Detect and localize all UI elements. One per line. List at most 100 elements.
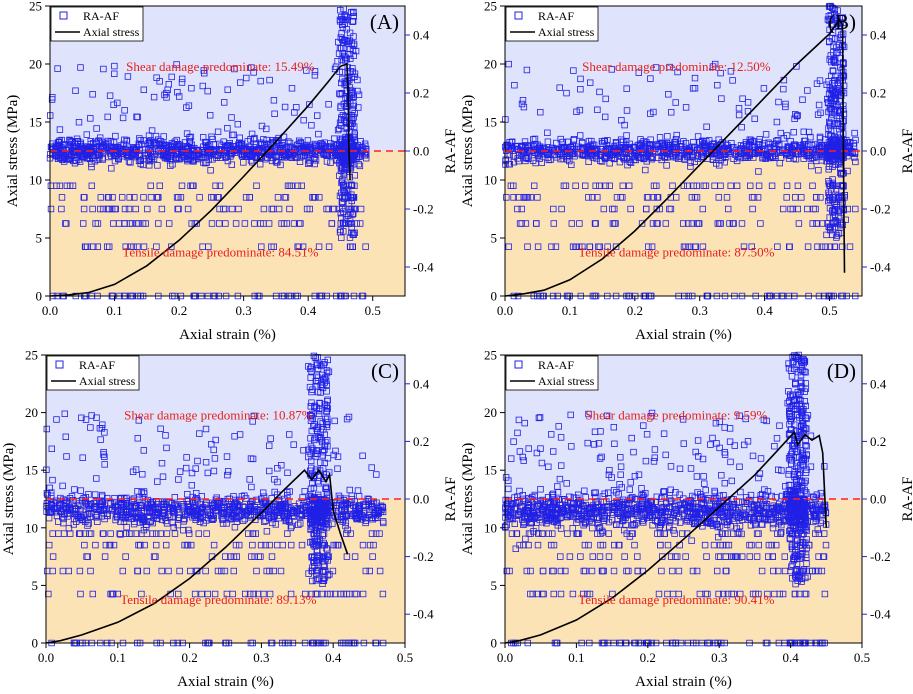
data-point: [256, 160, 264, 168]
data-point: [99, 530, 107, 537]
data-point: [319, 530, 326, 537]
x-tick-label: 0.1: [110, 650, 126, 665]
data-point: [347, 162, 355, 170]
data-point: [846, 243, 854, 250]
data-point: [104, 494, 111, 502]
data-point: [235, 205, 242, 213]
data-point: [585, 158, 592, 165]
data-point: [95, 137, 102, 144]
data-point: [251, 220, 258, 227]
data-point: [235, 141, 242, 148]
data-point: [247, 514, 254, 521]
data-point: [146, 155, 153, 162]
data-point: [316, 400, 324, 407]
data-point: [750, 194, 758, 201]
data-point: [346, 84, 354, 91]
data-point: [324, 514, 331, 521]
data-point: [643, 431, 651, 438]
data-point: [306, 150, 314, 158]
data-point: [801, 141, 808, 148]
data-point: [694, 437, 702, 444]
data-point: [193, 220, 200, 227]
data-point: [82, 416, 90, 423]
data-point: [86, 502, 93, 509]
data-point: [150, 514, 157, 521]
data-point: [156, 182, 163, 189]
data-point: [67, 138, 75, 146]
data-point: [202, 138, 209, 146]
data-point: [699, 205, 706, 213]
data-point: [715, 194, 722, 201]
data-point: [140, 526, 148, 534]
data-point: [111, 62, 118, 70]
data-point: [328, 220, 336, 227]
data-point: [161, 91, 168, 99]
data-point: [325, 243, 333, 250]
data-point: [204, 590, 211, 598]
data-point: [720, 590, 727, 598]
data-point: [307, 435, 314, 442]
y-right-tick-label: 0.2: [413, 86, 429, 101]
data-point: [623, 149, 631, 157]
data-point: [313, 383, 320, 390]
y-left-tick-label: 0: [36, 289, 43, 304]
data-point: [321, 459, 328, 467]
data-point: [839, 198, 846, 206]
data-point: [699, 137, 706, 144]
data-point: [146, 506, 153, 514]
data-point: [721, 479, 728, 487]
data-point: [199, 82, 206, 90]
data-point: [336, 205, 343, 213]
data-point: [122, 243, 129, 250]
data-point: [544, 129, 551, 136]
data-point: [799, 96, 806, 103]
data-point: [801, 150, 808, 158]
data-point: [369, 553, 376, 560]
data-point: [829, 67, 836, 74]
data-point: [672, 99, 679, 106]
data-point: [699, 141, 707, 148]
data-point: [263, 528, 271, 535]
data-point: [765, 139, 772, 146]
data-point: [320, 577, 327, 584]
data-point: [140, 194, 147, 201]
data-point: [813, 220, 820, 227]
data-point: [836, 159, 843, 166]
data-point: [123, 148, 131, 156]
data-point: [568, 220, 575, 227]
data-point: [723, 194, 731, 201]
data-point: [93, 125, 100, 132]
data-point: [77, 140, 84, 148]
y-right-axis-label: RA-AF: [900, 128, 913, 173]
y-right-tick-label: -0.4: [413, 607, 434, 622]
data-point: [248, 64, 255, 71]
y-right-tick-label: 0.4: [413, 28, 430, 43]
data-point: [209, 516, 216, 523]
data-point: [773, 118, 781, 126]
legend-label-axial-stress: Axial stress: [538, 25, 595, 39]
data-point: [54, 65, 61, 72]
data-point: [275, 514, 282, 522]
data-point: [257, 154, 264, 162]
data-point: [308, 410, 316, 418]
data-point: [773, 541, 780, 549]
data-point: [733, 157, 741, 165]
data-point: [94, 243, 101, 250]
data-point: [67, 145, 75, 152]
data-point: [158, 205, 166, 213]
data-point: [375, 506, 382, 513]
data-point: [844, 142, 851, 150]
data-point: [356, 153, 363, 160]
data-point: [315, 130, 322, 138]
data-point: [673, 131, 680, 139]
data-point: [351, 553, 359, 560]
data-point: [379, 508, 387, 516]
data-point: [726, 220, 733, 227]
data-point: [829, 176, 836, 183]
legend-box: [50, 6, 144, 42]
data-point: [186, 134, 193, 141]
data-point: [100, 205, 107, 213]
data-point: [133, 530, 141, 537]
data-point: [560, 148, 567, 156]
data-point: [568, 161, 575, 168]
